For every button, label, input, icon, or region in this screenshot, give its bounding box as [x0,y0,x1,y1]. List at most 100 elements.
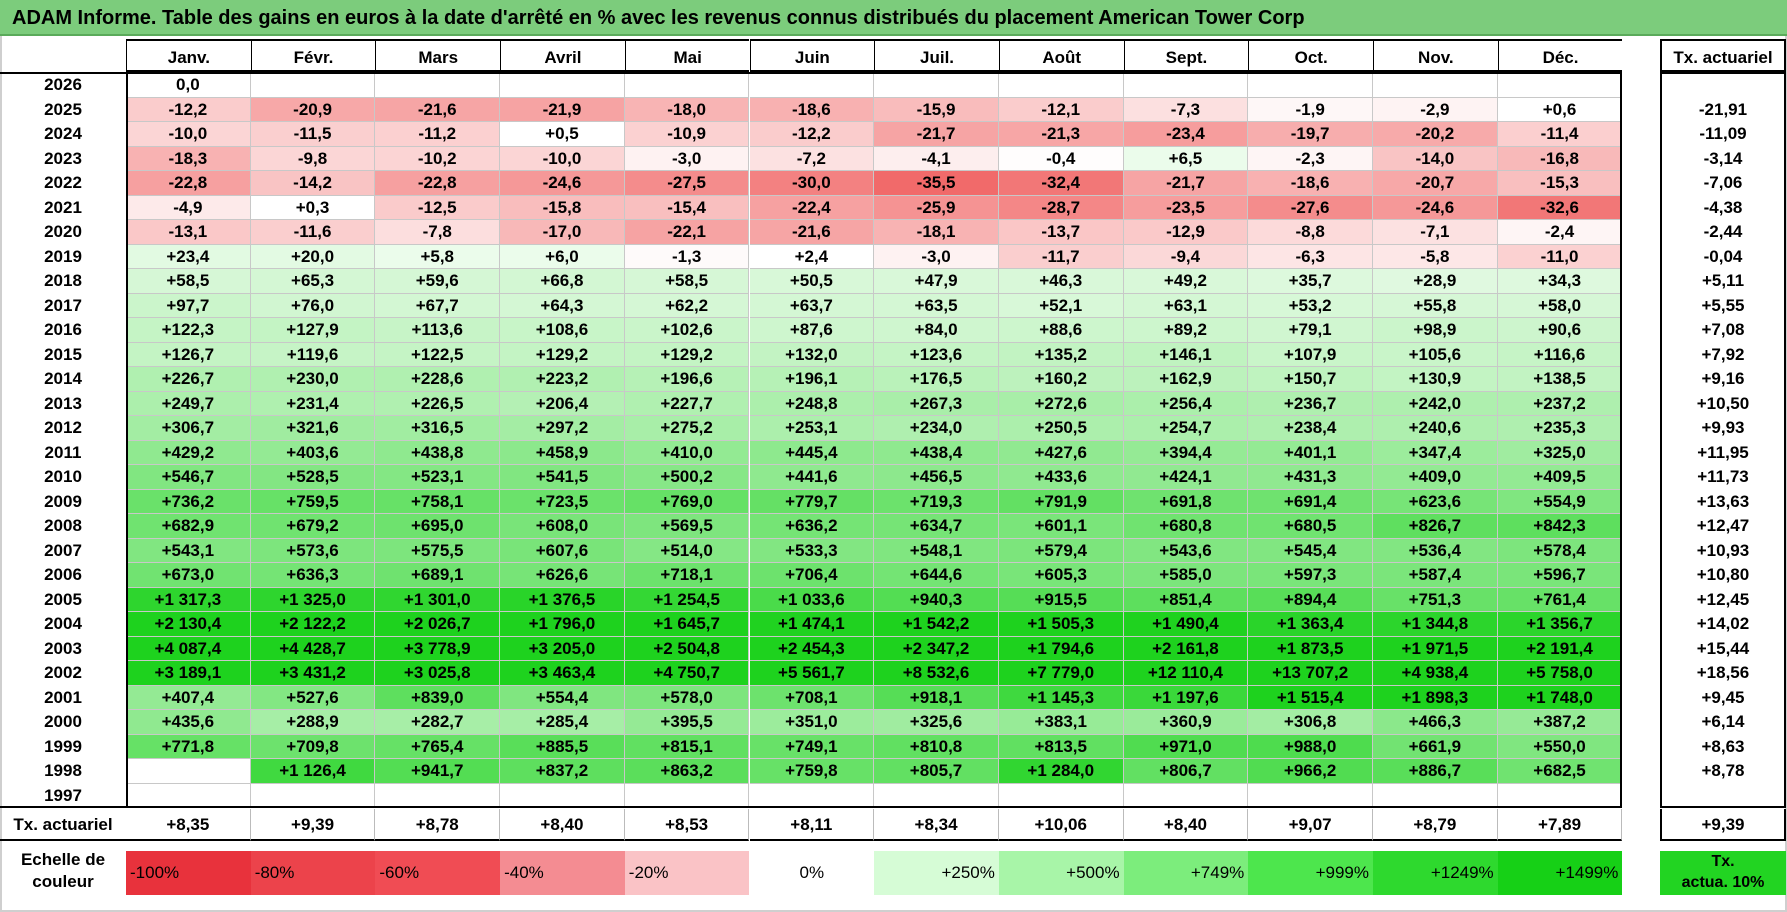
table-cell: +3 431,2 [250,661,376,686]
table-cell: +401,1 [1248,440,1373,465]
footer-value: +9,07 [1248,809,1373,841]
table-cell [749,783,875,808]
table-cell: +718,1 [624,563,750,588]
footer-value: +8,34 [874,809,999,841]
table-cell: +248,8 [749,391,875,416]
table-cell: +988,0 [1248,734,1373,759]
table-cell: +429,2 [126,440,251,465]
table-cell: -21,7 [1123,171,1249,196]
table-cell: +394,4 [1123,440,1249,465]
month-header: Juin [749,39,875,72]
table-cell: +1 794,6 [998,636,1124,661]
legend-swatch: +500% [998,851,1124,895]
table-cell: -10,2 [375,146,501,171]
table-cell: +227,7 [624,391,750,416]
table-cell: +3 025,8 [375,661,501,686]
table-cell: +769,0 [624,489,750,514]
table-cell: +35,7 [1248,269,1373,294]
table-cell: +427,6 [998,440,1124,465]
table-cell: +608,0 [500,514,625,539]
table-cell: -1,9 [1248,97,1373,122]
table-cell: +813,5 [998,734,1124,759]
table-cell: +127,9 [250,318,376,343]
table-cell: -19,7 [1248,122,1373,147]
table-cell [1497,73,1623,98]
table-cell: +863,2 [624,759,750,784]
table-cell: +383,1 [998,710,1124,735]
table-cell: +129,2 [500,342,625,367]
table-cell: -15,4 [624,195,750,220]
table-cell: +0,5 [500,122,625,147]
year-label: 2000 [44,712,82,731]
table-cell: +2 454,3 [749,636,875,661]
table-cell: -22,8 [375,171,501,196]
year-label: 2006 [44,565,82,584]
table-cell: +76,0 [250,293,376,318]
table-cell: +1 490,4 [1123,612,1249,637]
tx-value: -11,09 [1699,124,1747,143]
table-cell: +2 122,2 [250,612,376,637]
table-cell: +2 347,2 [874,636,999,661]
table-cell: -14,2 [250,171,376,196]
legend-swatch: 0% [749,851,875,895]
table-cell [375,783,501,808]
table-cell: +1 363,4 [1248,612,1373,637]
table-cell: +761,4 [1497,587,1623,612]
table-cell: 0,0 [126,73,251,98]
table-cell: +626,6 [500,563,625,588]
table-cell: +536,4 [1373,538,1498,563]
table-cell: -18,6 [749,97,875,122]
tx-value: +8,78 [1701,761,1745,780]
table-cell: +1 356,7 [1497,612,1623,637]
table-cell: +585,0 [1123,563,1249,588]
tx-value: -2,44 [1703,222,1743,241]
table-cell: +150,7 [1248,367,1373,392]
table-cell: +810,8 [874,734,999,759]
table-cell: +1 344,8 [1373,612,1498,637]
table-cell: +441,6 [749,465,875,490]
table-cell: +2,4 [749,244,875,269]
table-cell: +779,7 [749,489,875,514]
footer-value: +10,06 [998,809,1124,841]
table-cell: +554,4 [500,685,625,710]
table-cell: +64,3 [500,293,625,318]
table-cell: +3 778,9 [375,636,501,661]
table-cell: -8,8 [1248,220,1373,245]
table-cell: +545,4 [1248,538,1373,563]
footer-value: +8,40 [500,809,625,841]
table-cell: +132,0 [749,342,875,367]
footer-value: +9,39 [250,809,376,841]
table-cell: +176,5 [874,367,999,392]
table-cell: +0,6 [1497,97,1623,122]
table-cell: +226,5 [375,391,501,416]
table-cell: -12,1 [998,97,1124,122]
table-cell: +135,2 [998,342,1124,367]
table-cell: +409,5 [1497,465,1623,490]
table-cell: +661,9 [1373,734,1498,759]
table-cell: +6,0 [500,244,625,269]
table-cell: +4 087,4 [126,636,251,661]
year-label: 2003 [44,638,82,658]
table-cell: -3,0 [624,146,750,171]
table-cell: +4 938,4 [1373,661,1498,686]
table-cell: -0,4 [998,146,1124,171]
month-header: Juil. [874,39,999,72]
year-label: 2017 [44,295,82,315]
table-cell: +88,6 [998,318,1124,343]
table-cell: +306,7 [126,416,251,441]
table-cell [1497,783,1623,808]
table-cell: +65,3 [250,269,376,294]
table-cell: +2 504,8 [624,636,750,661]
table-cell: -7,2 [749,146,875,171]
month-header: Sept. [1123,39,1249,72]
table-cell: +1 284,0 [998,759,1124,784]
table-cell: +162,9 [1123,367,1249,392]
table-cell [1123,783,1249,808]
table-cell: +885,5 [500,734,625,759]
month-header: Déc. [1497,39,1623,72]
footer-value: +8,79 [1373,809,1498,841]
year-label: 2004 [44,614,82,633]
table-cell: +456,5 [874,465,999,490]
table-cell: +554,9 [1497,489,1623,514]
table-cell: +579,4 [998,538,1124,563]
